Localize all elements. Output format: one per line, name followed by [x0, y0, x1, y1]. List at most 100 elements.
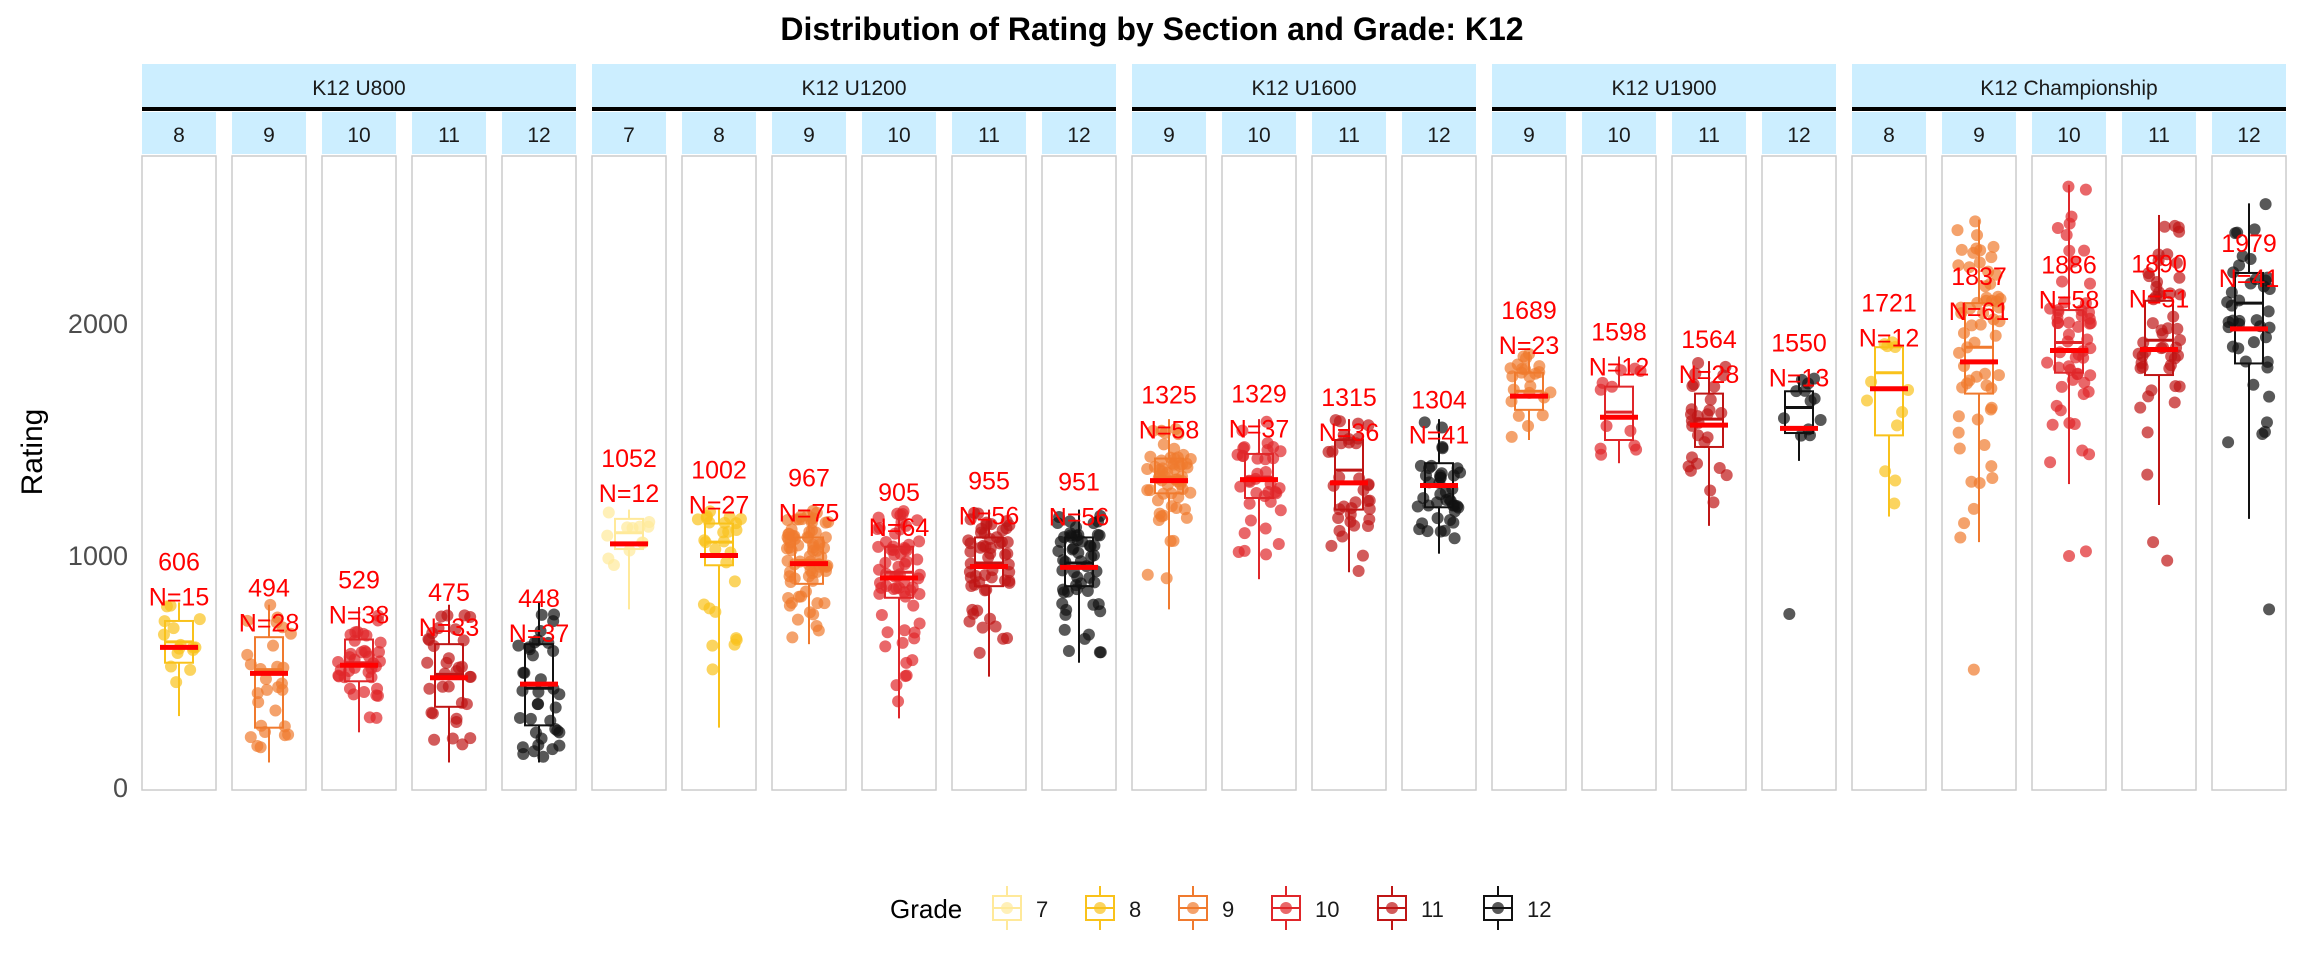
data-point [699, 536, 712, 549]
data-point [2067, 255, 2080, 268]
legend-key-point [1280, 902, 1292, 914]
data-point [535, 732, 548, 745]
data-point [1808, 392, 1821, 405]
data-point [902, 538, 915, 551]
data-point [1258, 490, 1271, 503]
data-point [1971, 296, 1984, 309]
grade-label: 11 [2148, 124, 2170, 147]
data-point [1985, 251, 1998, 264]
data-point [157, 628, 170, 641]
data-point [993, 537, 1006, 550]
data-point [980, 583, 993, 596]
data-point [2168, 396, 2181, 409]
legend-title: Grade [890, 894, 962, 924]
grade-label: 11 [1698, 124, 1720, 147]
panel-frame [1941, 155, 2017, 791]
data-point [1713, 461, 1726, 474]
data-point [2248, 223, 2261, 236]
n-label: N=23 [1499, 332, 1559, 360]
data-point [1352, 417, 1365, 430]
data-point [1144, 450, 1157, 463]
panel-frame [1131, 155, 1207, 791]
data-point [1272, 537, 1285, 550]
panel-grade-12: 12 951 N=56 [1041, 112, 1117, 791]
data-point [1992, 369, 2005, 382]
mean-label: 1886 [2041, 251, 2097, 279]
mean-label: 1304 [1411, 386, 1467, 414]
legend-label: 8 [1129, 897, 1141, 922]
panel-grade-9: 9 494 N=28 [231, 112, 307, 791]
panel-grade-8: 8 1721 N=12 [1851, 112, 1927, 791]
data-point [2250, 314, 2263, 327]
legend-label: 10 [1315, 897, 1339, 922]
data-point [449, 623, 462, 636]
n-label: N=37 [509, 620, 569, 648]
data-point [1178, 503, 1191, 516]
grade-strip [2032, 112, 2106, 154]
panel-frame [1401, 155, 1477, 791]
grade-label: 9 [263, 124, 275, 147]
data-point [802, 570, 815, 583]
data-point [1614, 364, 1627, 377]
section-strip [1492, 64, 1836, 108]
n-label: N=41 [2219, 265, 2279, 293]
data-point [1965, 319, 1978, 332]
data-point [528, 745, 541, 758]
data-point [885, 543, 898, 556]
data-point [184, 663, 197, 676]
data-point [1795, 429, 1808, 442]
points [241, 598, 297, 754]
data-point [1971, 229, 1984, 242]
data-point [267, 639, 280, 652]
data-point [2261, 355, 2274, 368]
data-point [1243, 497, 1256, 510]
data-point [1448, 532, 1461, 545]
panel-grade-10: 10 905 N=64 [861, 112, 937, 791]
data-point [819, 516, 832, 529]
data-point [2136, 361, 2149, 374]
data-point [2174, 288, 2187, 301]
data-point [1689, 367, 1702, 380]
n-label: N=12 [1859, 325, 1919, 353]
points [1951, 215, 2007, 676]
data-point [2259, 331, 2272, 344]
data-point [1168, 453, 1181, 466]
mean-label: 1002 [691, 457, 747, 485]
data-point [244, 731, 257, 744]
data-point [2061, 335, 2074, 348]
data-point [2222, 436, 2235, 449]
mean-label: 1564 [1681, 326, 1737, 354]
data-point [1056, 597, 1069, 610]
data-point [973, 646, 986, 659]
mean-label: 1052 [601, 445, 657, 473]
points [2132, 219, 2187, 567]
data-point [607, 558, 620, 571]
data-point [2263, 282, 2276, 295]
data-point [1980, 291, 1993, 304]
data-point [241, 614, 254, 627]
data-point [1888, 497, 1901, 510]
data-point [1628, 362, 1641, 375]
legend-key-point [1001, 902, 1013, 914]
grade-strip [232, 112, 306, 154]
data-point [734, 513, 747, 526]
data-point [1896, 406, 1909, 419]
data-point [164, 660, 177, 673]
data-point [1001, 547, 1014, 560]
data-point [2062, 316, 2075, 329]
points [1594, 362, 1647, 461]
points [601, 506, 656, 571]
data-point [1505, 430, 1518, 443]
data-point [1701, 408, 1714, 421]
data-point [372, 609, 385, 622]
data-point [167, 622, 180, 635]
grade-label: 12 [1427, 124, 1450, 147]
data-point [1425, 459, 1438, 472]
section-label: K12 U1600 [1251, 77, 1356, 100]
data-point [900, 669, 913, 682]
panel-frame [2211, 155, 2287, 791]
data-point [1251, 452, 1264, 465]
data-point [974, 526, 987, 539]
data-point [1267, 452, 1280, 465]
data-point [1865, 375, 1878, 388]
